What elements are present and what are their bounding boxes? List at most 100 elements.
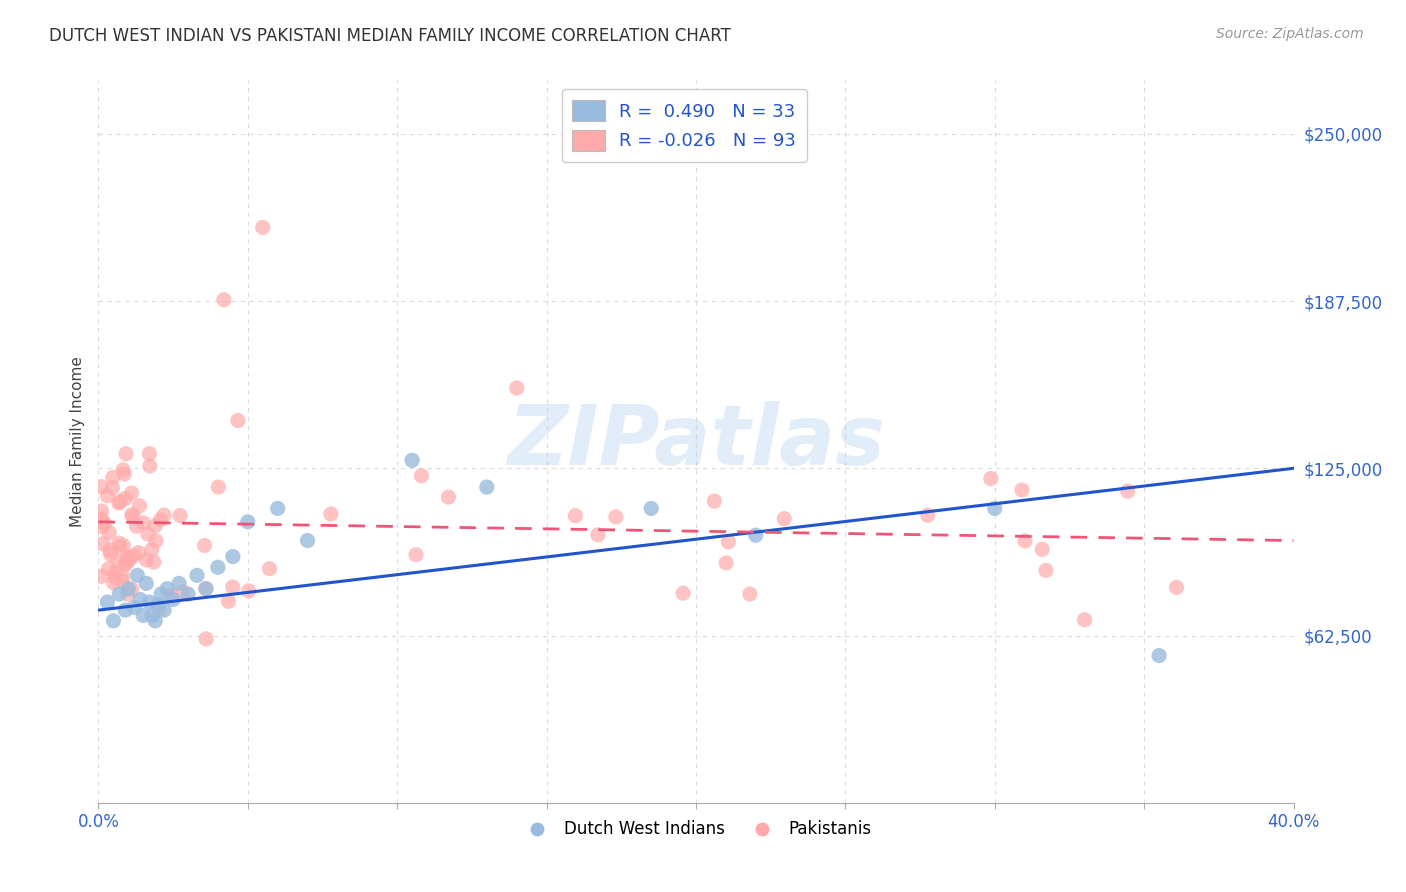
Point [148,603,170,617]
Point [980,472,1002,486]
Point [138,595,160,609]
Point [222,549,245,564]
Point [141,542,163,557]
Point [672,586,695,600]
Point [217,594,239,608]
Point [112,539,135,553]
Point [586,528,609,542]
Point [917,508,939,523]
Point [111,574,134,588]
Point [108,494,131,508]
Point [96,489,118,503]
Point [139,458,162,473]
Point [238,583,260,598]
Point [101,481,124,495]
Point [94,516,117,531]
Point [319,507,342,521]
Point [506,381,529,395]
Point [207,480,229,494]
Point [153,603,176,617]
Text: ZIPatlas: ZIPatlas [508,401,884,482]
Text: Source: ZipAtlas.com: Source: ZipAtlas.com [1216,27,1364,41]
Point [475,480,498,494]
Point [226,413,249,427]
Point [103,614,125,628]
Point [411,468,433,483]
Point [115,556,138,570]
Y-axis label: Median Family Income: Median Family Income [69,356,84,527]
Point [1166,581,1188,595]
Point [207,560,229,574]
Point [98,525,121,540]
Point [172,584,194,599]
Point [177,587,200,601]
Point [108,496,131,510]
Point [703,494,725,508]
Point [114,558,136,572]
Point [118,551,141,566]
Point [90,504,112,518]
Point [195,632,218,646]
Point [437,490,460,504]
Point [122,549,145,563]
Point [136,527,159,541]
Point [169,508,191,523]
Point [132,608,155,623]
Point [1035,563,1057,577]
Point [153,508,176,522]
Point [111,568,134,582]
Point [984,501,1007,516]
Point [90,569,112,583]
Point [149,512,172,526]
Point [104,566,127,580]
Point [605,509,627,524]
Point [135,553,157,567]
Point [141,608,163,623]
Point [135,576,157,591]
Point [118,550,141,565]
Text: DUTCH WEST INDIAN VS PAKISTANI MEDIAN FAMILY INCOME CORRELATION CHART: DUTCH WEST INDIAN VS PAKISTANI MEDIAN FA… [49,27,731,45]
Point [100,547,122,561]
Point [112,467,135,481]
Point [640,501,662,516]
Point [194,582,217,596]
Point [564,508,586,523]
Point [297,533,319,548]
Point [160,588,183,602]
Point [108,540,131,554]
Point [145,533,167,548]
Point [1031,542,1053,557]
Point [138,447,160,461]
Point [195,582,218,596]
Point [122,509,145,524]
Point [745,528,768,542]
Point [1147,648,1170,663]
Point [717,534,740,549]
Point [150,587,173,601]
Point [124,600,146,615]
Point [117,582,139,596]
Point [132,516,155,530]
Point [121,582,143,597]
Point [212,293,235,307]
Point [128,546,150,560]
Point [125,519,148,533]
Point [267,501,290,516]
Point [167,576,190,591]
Point [162,592,184,607]
Point [114,491,136,506]
Point [129,592,152,607]
Point [108,587,131,601]
Point [97,561,120,575]
Point [143,518,166,533]
Point [90,519,112,533]
Point [252,220,274,235]
Point [222,580,245,594]
Point [114,603,136,617]
Point [773,511,796,525]
Point [121,508,143,522]
Point [111,463,134,477]
Point [117,587,139,601]
Point [236,515,259,529]
Point [186,568,208,582]
